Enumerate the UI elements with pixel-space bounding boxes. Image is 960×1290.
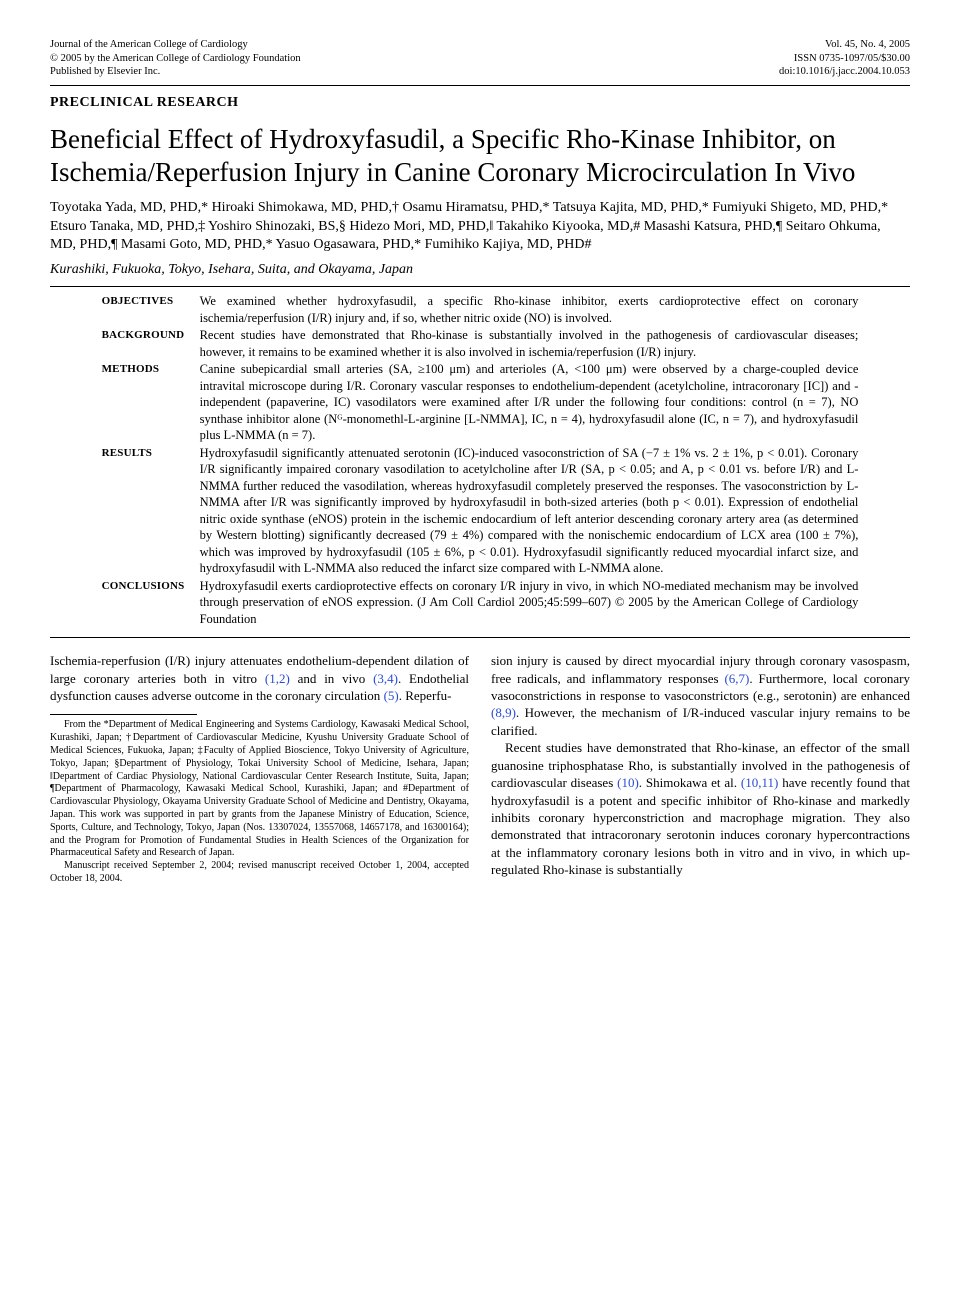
publisher-line: Published by Elsevier Inc. (50, 65, 301, 79)
body-paragraph: Ischemia-reperfusion (I/R) injury attenu… (50, 652, 469, 704)
body-text: and in vivo (290, 671, 373, 686)
abstract-text: Canine subepicardial small arteries (SA,… (200, 361, 859, 444)
copyright-line: © 2005 by the American College of Cardio… (50, 52, 301, 66)
article-title: Beneficial Effect of Hydroxyfasudil, a S… (50, 123, 910, 189)
abstract-row: OBJECTIVES We examined whether hydroxyfa… (102, 293, 859, 326)
volume-issue: Vol. 45, No. 4, 2005 (779, 38, 910, 52)
body-text: . Shimokawa et al. (639, 775, 741, 790)
footnote-rule (50, 714, 197, 715)
author-list: Toyotaka Yada, MD, PHD,* Hiroaki Shimoka… (50, 199, 910, 256)
abstract-label: OBJECTIVES (102, 293, 200, 326)
affiliation-footnote: From the *Department of Medical Engineer… (50, 719, 469, 860)
structured-abstract: OBJECTIVES We examined whether hydroxyfa… (102, 293, 859, 627)
citation-link[interactable]: (10,11) (741, 775, 778, 790)
body-columns: Ischemia-reperfusion (I/R) injury attenu… (50, 652, 910, 886)
abstract-label: RESULTS (102, 445, 200, 577)
citation-link[interactable]: (6,7) (724, 671, 749, 686)
header-rule (50, 85, 910, 86)
citation-link[interactable]: (1,2) (265, 671, 290, 686)
body-text: have recently found that hydroxyfasudil … (491, 775, 910, 877)
citation-link[interactable]: (5) (384, 688, 399, 703)
affiliation-cities: Kurashiki, Fukuoka, Tokyo, Isehara, Suit… (50, 261, 910, 280)
header-right: Vol. 45, No. 4, 2005 ISSN 0735-1097/05/$… (779, 38, 910, 79)
abstract-row: METHODS Canine subepicardial small arter… (102, 361, 859, 444)
abstract-top-rule (50, 286, 910, 287)
journal-header: Journal of the American College of Cardi… (50, 38, 910, 79)
body-text: . However, the mechanism of I/R-induced … (491, 705, 910, 737)
abstract-row: BACKGROUND Recent studies have demonstra… (102, 327, 859, 360)
abstract-text: Hydroxyfasudil significantly attenuated … (200, 445, 859, 577)
citation-link[interactable]: (8,9) (491, 705, 516, 720)
doi-line: doi:10.1016/j.jacc.2004.10.053 (779, 65, 910, 79)
abstract-row: CONCLUSIONS Hydroxyfasudil exerts cardio… (102, 578, 859, 628)
abstract-text: We examined whether hydroxyfasudil, a sp… (200, 293, 859, 326)
issn-line: ISSN 0735-1097/05/$30.00 (779, 52, 910, 66)
journal-name: Journal of the American College of Cardi… (50, 38, 301, 52)
abstract-bottom-rule (50, 637, 910, 638)
body-text: . Reperfu- (399, 688, 452, 703)
header-left: Journal of the American College of Cardi… (50, 38, 301, 79)
abstract-text: Hydroxyfasudil exerts cardioprotective e… (200, 578, 859, 628)
body-paragraph: Recent studies have demonstrated that Rh… (491, 739, 910, 878)
section-label: PRECLINICAL RESEARCH (50, 94, 910, 113)
abstract-label: CONCLUSIONS (102, 578, 200, 628)
manuscript-dates-footnote: Manuscript received September 2, 2004; r… (50, 860, 469, 886)
abstract-row: RESULTS Hydroxyfasudil significantly att… (102, 445, 859, 577)
abstract-label: METHODS (102, 361, 200, 444)
citation-link[interactable]: (3,4) (373, 671, 398, 686)
abstract-text: Recent studies have demonstrated that Rh… (200, 327, 859, 360)
column-left: Ischemia-reperfusion (I/R) injury attenu… (50, 652, 469, 886)
abstract-label: BACKGROUND (102, 327, 200, 360)
body-paragraph: sion injury is caused by direct myocardi… (491, 652, 910, 739)
citation-link[interactable]: (10) (617, 775, 639, 790)
column-right: sion injury is caused by direct myocardi… (491, 652, 910, 886)
